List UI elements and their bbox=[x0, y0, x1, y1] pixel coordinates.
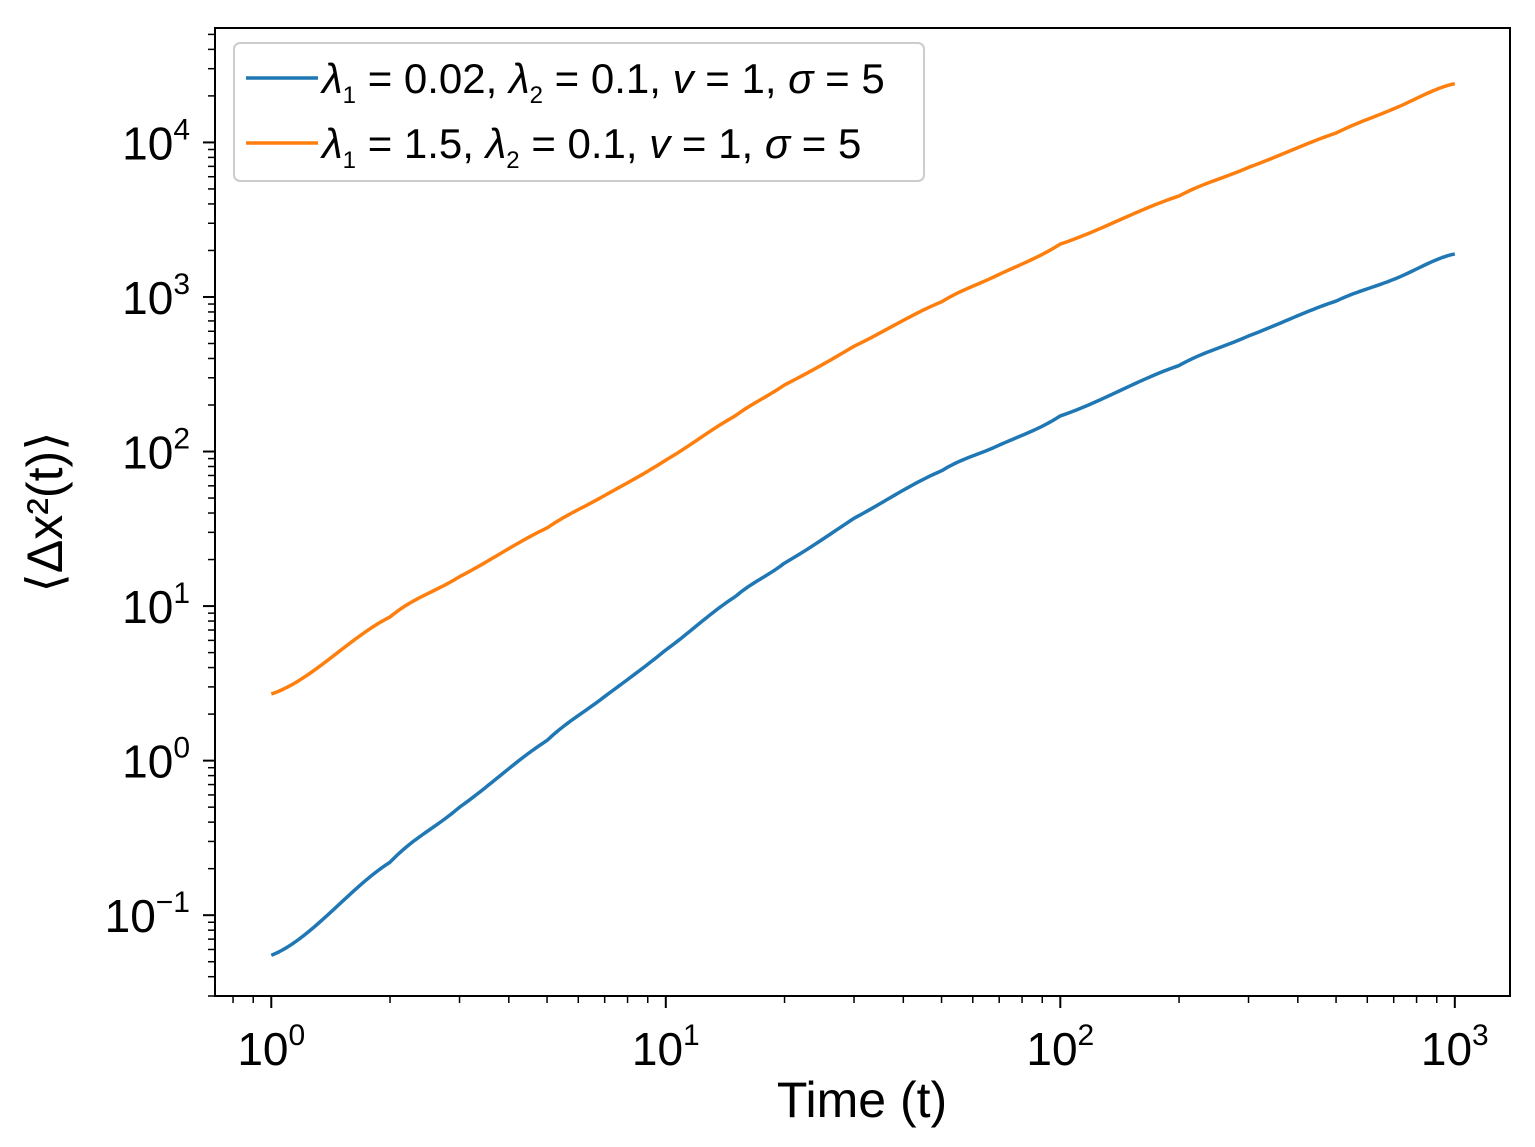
x-tick-label: 101 bbox=[632, 1019, 700, 1075]
y-tick-label: 102 bbox=[122, 423, 190, 479]
y-tick-label: 10−1 bbox=[105, 886, 190, 942]
series-lines bbox=[270, 81, 1456, 957]
y-tick-labels: 10−1 100 101 102 103 104 bbox=[105, 113, 190, 942]
x-tick-label: 103 bbox=[1421, 1019, 1489, 1075]
y-tick-label: 104 bbox=[122, 113, 190, 169]
legend: λ1 = 0.02, λ2 = 0.1, v = 1, σ = 5 λ1 = 1… bbox=[233, 42, 925, 182]
y-tick-label: 100 bbox=[122, 732, 190, 788]
series-line-1 bbox=[270, 252, 1456, 957]
minor-ticks bbox=[208, 33, 1438, 1003]
legend-label-series-2: λ1 = 1.5, λ2 = 0.1, v = 1, σ = 5 bbox=[320, 120, 861, 174]
major-ticks bbox=[203, 141, 1456, 1008]
y-tick-label: 103 bbox=[122, 268, 190, 324]
y-axis-label: ⟨Δx²(t)⟩ bbox=[17, 431, 73, 592]
legend-box bbox=[233, 42, 925, 182]
x-tick-label: 100 bbox=[237, 1019, 305, 1075]
x-tick-labels: 100 101 102 103 bbox=[237, 1019, 1488, 1075]
x-axis-label: Time (t) bbox=[777, 1072, 947, 1128]
x-tick-label: 102 bbox=[1026, 1019, 1094, 1075]
series-line-2 bbox=[270, 81, 1456, 696]
y-tick-label: 101 bbox=[122, 577, 190, 633]
legend-label-series-1: λ1 = 0.02, λ2 = 0.1, v = 1, σ = 5 bbox=[320, 55, 885, 109]
